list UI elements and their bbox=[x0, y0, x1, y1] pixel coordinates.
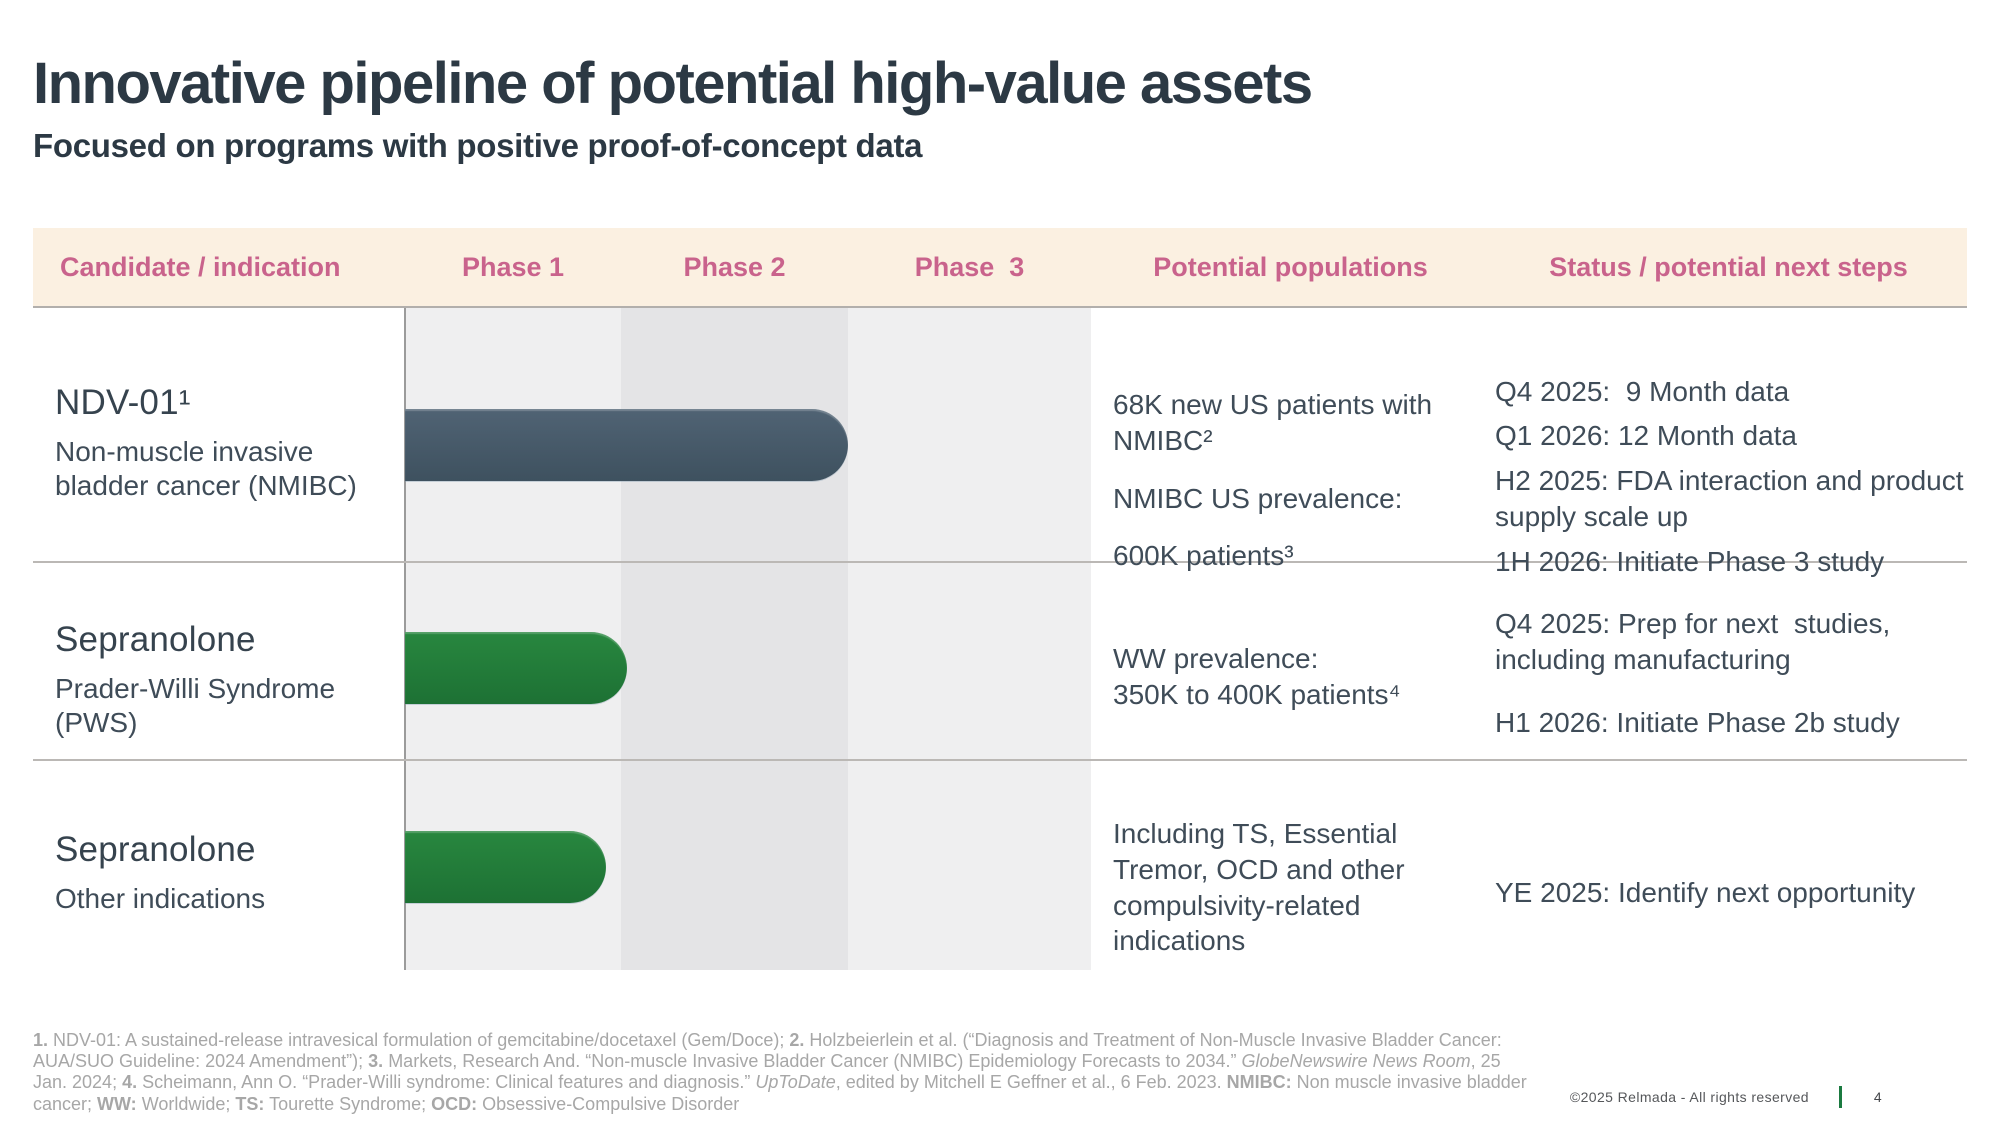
status-text: 1H 2026: Initiate Phase 3 study bbox=[1495, 545, 1885, 577]
candidate-indication: Other indications bbox=[55, 883, 266, 914]
status-cell: Q4 2025: 9 Month data Q1 2026: 12 Month … bbox=[1495, 374, 1967, 580]
phase-2-column-band bbox=[621, 307, 848, 970]
footnotes-text: 1. NDV-01: A sustained-release intravesi… bbox=[33, 1030, 1527, 1114]
status-text: Q4 2025: Prep for next studies, includin… bbox=[1495, 608, 1899, 676]
header-phase-2: Phase 2 bbox=[683, 252, 786, 282]
phase-3-column-band bbox=[848, 307, 1091, 970]
header-phase-1: Phase 1 bbox=[461, 252, 565, 282]
populations-cell: WW prevalence: 350K to 400K patients⁴ bbox=[1113, 641, 1458, 713]
slide-title: Innovative pipeline of potential high-va… bbox=[33, 50, 1313, 116]
header-candidate-indication: Candidate / indication bbox=[60, 252, 341, 282]
pipeline-bar-sepranolone-other bbox=[405, 831, 606, 903]
status-cell: YE 2025: Identify next opportunity bbox=[1495, 875, 1967, 911]
status-text: H1 2026: Initiate Phase 2b study bbox=[1495, 706, 1900, 738]
populations-cell: 68K new US patients with NMIBC² NMIBC US… bbox=[1113, 387, 1458, 574]
populations-text: 68K new US patients with NMIBC² bbox=[1113, 389, 1440, 456]
populations-cell: Including TS, Essential Tremor, OCD and … bbox=[1113, 816, 1458, 959]
footer-divider bbox=[1839, 1086, 1842, 1108]
status-text: H2 2025: FDA interaction and product sup… bbox=[1495, 464, 1972, 533]
footer-copyright: ©2025 Relmada - All rights reserved bbox=[1569, 1089, 1809, 1105]
table-row-candidate: NDV-01¹ Non-muscle invasive bladder canc… bbox=[55, 383, 385, 502]
table-row-candidate: Sepranolone Other indications bbox=[55, 830, 385, 916]
populations-text: 600K patients³ bbox=[1113, 540, 1294, 572]
status-text: YE 2025: Identify next opportunity bbox=[1495, 877, 1916, 908]
populations-text: NMIBC US prevalence: bbox=[1113, 482, 1403, 514]
page-number: 4 bbox=[1873, 1089, 1883, 1105]
status-text: Q1 2026: 12 Month data bbox=[1495, 420, 1797, 452]
slide-footer: ©2025 Relmada - All rights reserved 4 bbox=[1570, 1086, 1888, 1108]
header-status-next-steps: Status / potential next steps bbox=[1549, 252, 1908, 282]
header-potential-populations: Potential populations bbox=[1153, 252, 1428, 282]
candidate-name: Sepranolone bbox=[55, 620, 256, 659]
candidate-indication: Prader-Willi Syndrome (PWS) bbox=[55, 673, 343, 738]
populations-text: Including TS, Essential Tremor, OCD and … bbox=[1113, 818, 1413, 957]
populations-text: WW prevalence: 350K to 400K patients⁴ bbox=[1113, 643, 1401, 710]
candidate-name: Sepranolone bbox=[55, 830, 256, 869]
slide-subtitle: Focused on programs with positive proof-… bbox=[33, 127, 923, 165]
row-separator-2 bbox=[33, 759, 1967, 761]
row-separator-1 bbox=[33, 561, 1967, 563]
status-text: Q4 2025: 9 Month data bbox=[1495, 376, 1790, 407]
header-separator-line bbox=[33, 306, 1967, 308]
candidate-name: NDV-01¹ bbox=[55, 383, 191, 422]
pipeline-bar-ndv01 bbox=[405, 409, 848, 481]
table-row-candidate: Sepranolone Prader-Willi Syndrome (PWS) bbox=[55, 620, 385, 739]
header-phase-3: Phase 3 bbox=[914, 252, 1025, 282]
candidate-indication: Non-muscle invasive bladder cancer (NMIB… bbox=[55, 436, 357, 501]
status-cell: Q4 2025: Prep for next studies, includin… bbox=[1495, 606, 1967, 741]
pipeline-table: Candidate / indication Phase 1 Phase 2 P… bbox=[33, 228, 1967, 970]
table-header-band bbox=[33, 228, 1967, 307]
pipeline-bar-sepranolone-pws bbox=[405, 632, 627, 704]
